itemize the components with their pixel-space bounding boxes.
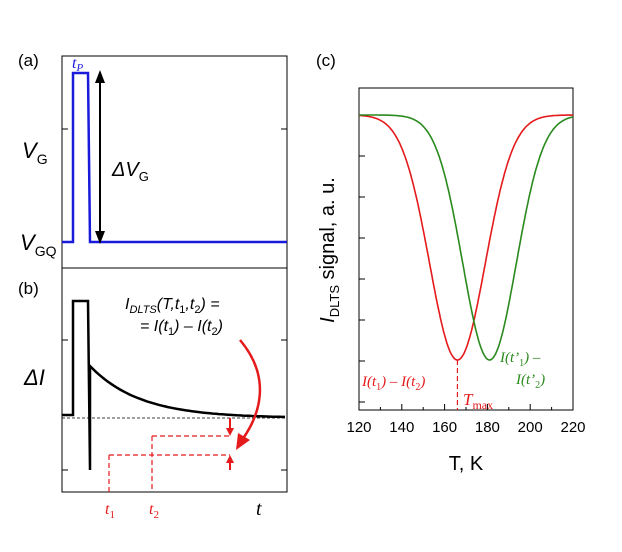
panel-c-ylabel: IDLTS signal, a. u. xyxy=(317,177,342,323)
panel-c: (c) 120 140 160 180 200 220 IDLTS signal, a. … xyxy=(316,51,586,475)
dlts-formula-line2: = I(t1) – I(t2) xyxy=(140,318,223,338)
dlts-formula-line1: IDLTS(T,t1,t2) = xyxy=(125,296,220,316)
pulse-width-label: tP xyxy=(72,55,83,74)
curved-red-arrow xyxy=(239,339,262,441)
panel-a-ylabel: VG xyxy=(22,138,48,167)
red-series-label: I(t1) – I(t2) xyxy=(361,374,425,393)
green-series-label-line2: I(t’2) xyxy=(515,372,545,391)
x-tick-label: 200 xyxy=(518,419,543,436)
panel-a-frame xyxy=(61,55,288,269)
x-tick-label: 220 xyxy=(560,419,585,436)
t1-label: t1 xyxy=(105,501,115,521)
time-window-guides xyxy=(108,435,230,492)
tmax-label: Tmax xyxy=(463,390,493,412)
series-green-line xyxy=(359,114,574,361)
x-tick-labels: 120 140 160 180 200 220 xyxy=(346,419,585,436)
current-transient-curve xyxy=(62,299,285,471)
x-tick-label: 180 xyxy=(475,419,500,436)
red-small-arrow-down-icon xyxy=(226,428,234,436)
red-small-arrow-up-icon xyxy=(226,455,234,463)
green-series-label-line1: I(t’1) – xyxy=(499,350,541,369)
x-tick-label: 140 xyxy=(389,419,414,436)
arrow-head-up-icon xyxy=(95,70,105,83)
panel-a-vgq-label: VGQ xyxy=(20,230,57,259)
panel-b-label: (b) xyxy=(18,279,39,298)
panel-b: (b) ΔI IDLTS(T,t1,t2) = = I(t1) – I(t2) … xyxy=(18,267,288,521)
panel-c-xlabel: T, K xyxy=(449,453,484,475)
panel-b-frame xyxy=(61,267,288,493)
panel-a: (a) VG VGQ tP ΔVG xyxy=(18,51,288,269)
time-axis-label: t xyxy=(256,498,262,520)
panel-b-ylabel: ΔI xyxy=(23,365,45,390)
arrow-head-down-icon xyxy=(95,231,105,244)
x-tick-label: 160 xyxy=(432,419,457,436)
x-tick-label: 120 xyxy=(346,419,371,436)
series-red-line xyxy=(359,114,574,361)
gate-voltage-pulse xyxy=(62,71,287,244)
t2-label: t2 xyxy=(149,501,159,521)
red-arrow-head-icon xyxy=(236,433,250,450)
panel-c-label: (c) xyxy=(316,51,336,70)
delta-vg-label: ΔVG xyxy=(111,159,149,184)
panel-c-frame xyxy=(358,87,574,411)
panel-a-label: (a) xyxy=(18,51,39,70)
panel-c-ticks xyxy=(358,114,574,410)
